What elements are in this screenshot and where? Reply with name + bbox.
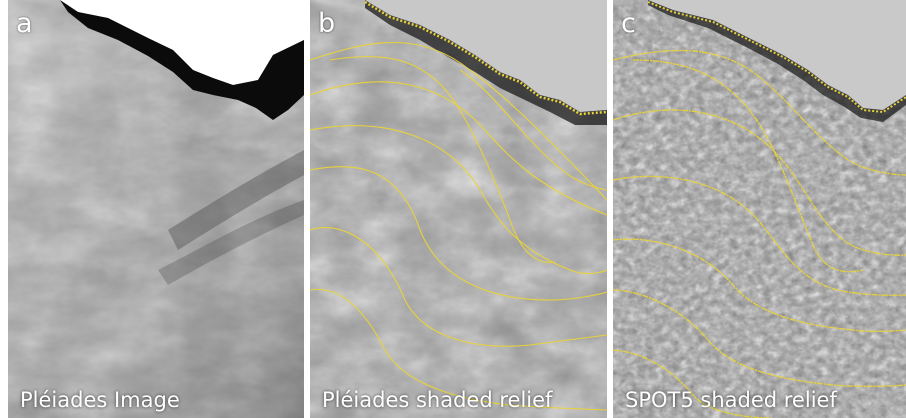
- panel-c: c SPOT5 shaded relief: [613, 0, 906, 418]
- pleiades-shaded-relief-raster: [310, 0, 607, 418]
- panel-caption-b: Pléiades shaded relief: [322, 388, 553, 412]
- panel-letter-c: c: [621, 8, 636, 39]
- panel-a: a Pléiades Image: [8, 0, 304, 418]
- panel-caption-c: SPOT5 shaded relief: [625, 388, 837, 412]
- panel-b: b Pléiades shaded relief: [310, 0, 607, 418]
- panel-letter-a: a: [16, 8, 33, 39]
- panel-caption-a: Pléiades Image: [20, 388, 180, 412]
- pleiades-image-raster: [8, 0, 304, 418]
- spot5-shaded-relief-raster: [613, 0, 906, 418]
- panel-letter-b: b: [318, 8, 336, 39]
